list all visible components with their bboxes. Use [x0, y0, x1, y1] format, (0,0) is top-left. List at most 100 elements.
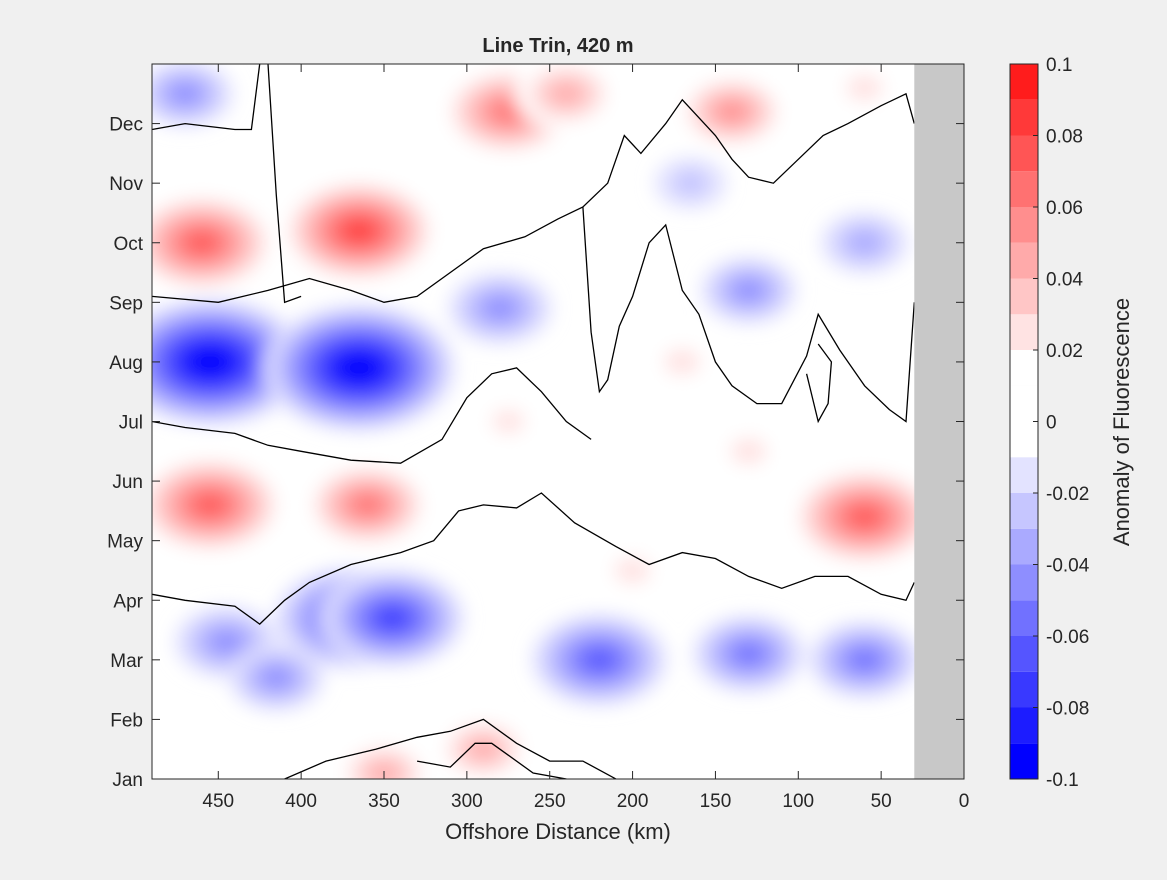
colorbar-band — [1010, 64, 1038, 100]
y-tick-label: Mar — [110, 651, 143, 672]
zero-contour-8 — [152, 809, 185, 827]
chart-title: Line Trin, 420 m — [482, 35, 633, 57]
anomaly-level — [349, 224, 370, 238]
colorbar-tick-label: -0.08 — [1046, 699, 1089, 720]
anomaly-level — [846, 74, 883, 101]
colorbar-tick-label: 0.04 — [1046, 270, 1083, 291]
anomaly-feature-29 — [646, 335, 719, 388]
x-tick-label: 450 — [202, 791, 234, 812]
anomaly-level — [199, 497, 221, 513]
anomaly-level — [349, 361, 369, 375]
plot-frame — [151, 63, 965, 780]
y-tick-label: Nov — [109, 174, 143, 195]
anomaly-feature-11 — [700, 256, 797, 324]
anomaly-level — [588, 652, 611, 668]
anomaly-level — [672, 170, 709, 197]
colorbar: 0.1 0.08 0.06 0.04 0.02 0 -0.02 -0.04 -0.06 -0.08… — [1009, 55, 1090, 791]
colorbar-tick-label: 0 — [1046, 413, 1057, 434]
zero-contour-5 — [267, 64, 302, 304]
colorbar-tick-label: 0.08 — [1046, 127, 1083, 148]
colorbar-band — [1010, 457, 1038, 493]
anomaly-feature-18 — [712, 425, 785, 478]
anomaly-level — [356, 497, 379, 513]
anomaly-feature-26 — [435, 715, 532, 779]
y-tick-label: Apr — [113, 591, 143, 612]
y-tick-label: Aug — [109, 353, 143, 374]
zero-contour-9 — [284, 718, 915, 779]
colorbar-band — [1010, 671, 1038, 708]
anomaly-feature-21 — [531, 613, 668, 706]
x-tick-label: 400 — [285, 791, 317, 812]
anomaly-feature-23 — [228, 644, 325, 712]
anomaly-level — [173, 85, 198, 103]
anomaly-level — [471, 740, 496, 758]
y-tick-label: Jul — [119, 413, 143, 434]
zero-contour-3 — [152, 92, 915, 303]
anomaly-level — [553, 84, 580, 103]
y-tick-label: Jan — [112, 770, 143, 791]
colorbar-label: Anomaly of Fluorescence — [1109, 298, 1134, 546]
anomaly-feature-17 — [476, 398, 541, 445]
anomaly-feature-9 — [263, 304, 456, 432]
anomaly-level — [496, 103, 520, 120]
zero-contour-2 — [152, 367, 592, 464]
y-tick-label: Oct — [113, 234, 143, 255]
anomaly-level — [614, 557, 651, 584]
zero-contour-10 — [416, 742, 568, 779]
x-tick-label: 150 — [700, 791, 732, 812]
colorbar-band — [1010, 350, 1038, 386]
y-tick-label: Jun — [112, 472, 143, 493]
anomaly-feature-1 — [152, 191, 278, 294]
anomaly-feature-10 — [448, 272, 552, 345]
colorbar-band — [1010, 171, 1038, 207]
colorbar-band — [1010, 636, 1038, 672]
anomaly-feature-5 — [676, 73, 788, 151]
zero-contour-6 — [582, 206, 915, 423]
colorbar-band — [1010, 493, 1038, 529]
colorbar-band — [1010, 135, 1038, 172]
anomaly-feature-25 — [808, 621, 921, 699]
anomaly-level — [853, 509, 876, 525]
anomaly-feature-15 — [303, 461, 432, 549]
anomaly-feature-6 — [828, 64, 901, 114]
anomaly-level — [492, 409, 525, 434]
anomaly-feature-12 — [820, 211, 909, 274]
colorbar-tick-label: -0.06 — [1046, 627, 1089, 648]
colorbar-band — [1010, 564, 1038, 601]
anomaly-level — [213, 632, 240, 651]
anomaly-level — [849, 232, 880, 254]
colorbar-tick-label: -0.1 — [1046, 770, 1079, 791]
y-tick-label: Sep — [109, 293, 143, 314]
colorbar-band — [1010, 99, 1038, 136]
anomaly-feature-13 — [654, 157, 727, 210]
colorbar-tick-label: -0.04 — [1046, 556, 1090, 577]
anomaly-feature-7 — [152, 64, 234, 128]
anomaly-feature-24 — [692, 615, 805, 693]
colorbar-band — [1010, 528, 1038, 565]
zero-contour-4 — [152, 64, 261, 131]
anomaly-level — [487, 299, 513, 318]
colorbar-band — [1010, 707, 1038, 744]
zero-contour-1 — [152, 492, 915, 625]
x-tick-label: 0 — [959, 791, 970, 812]
anomaly-feature-14 — [152, 453, 286, 556]
anomaly-feature-27 — [336, 739, 432, 779]
colorbar-band — [1010, 314, 1038, 350]
colorbar-band — [1010, 278, 1038, 315]
x-tick-label: 200 — [617, 791, 649, 812]
anomaly-feature-8 — [152, 298, 306, 426]
x-axis: 450 400 350 300 250 200 150 100 50 0 — [202, 64, 969, 812]
anomaly-feature-20 — [320, 569, 465, 667]
anomaly-level — [720, 103, 744, 120]
anomaly-field — [152, 64, 941, 779]
x-tick-label: 300 — [451, 791, 483, 812]
anomaly-feature-22 — [174, 605, 279, 678]
anomaly-feature-2 — [279, 177, 440, 285]
anomaly-level — [200, 355, 220, 369]
anomaly-feature-4 — [514, 64, 619, 130]
colorbar-tick-label: 0.02 — [1046, 341, 1083, 362]
colorbar-band — [1010, 743, 1038, 779]
anomaly-level — [853, 652, 876, 668]
